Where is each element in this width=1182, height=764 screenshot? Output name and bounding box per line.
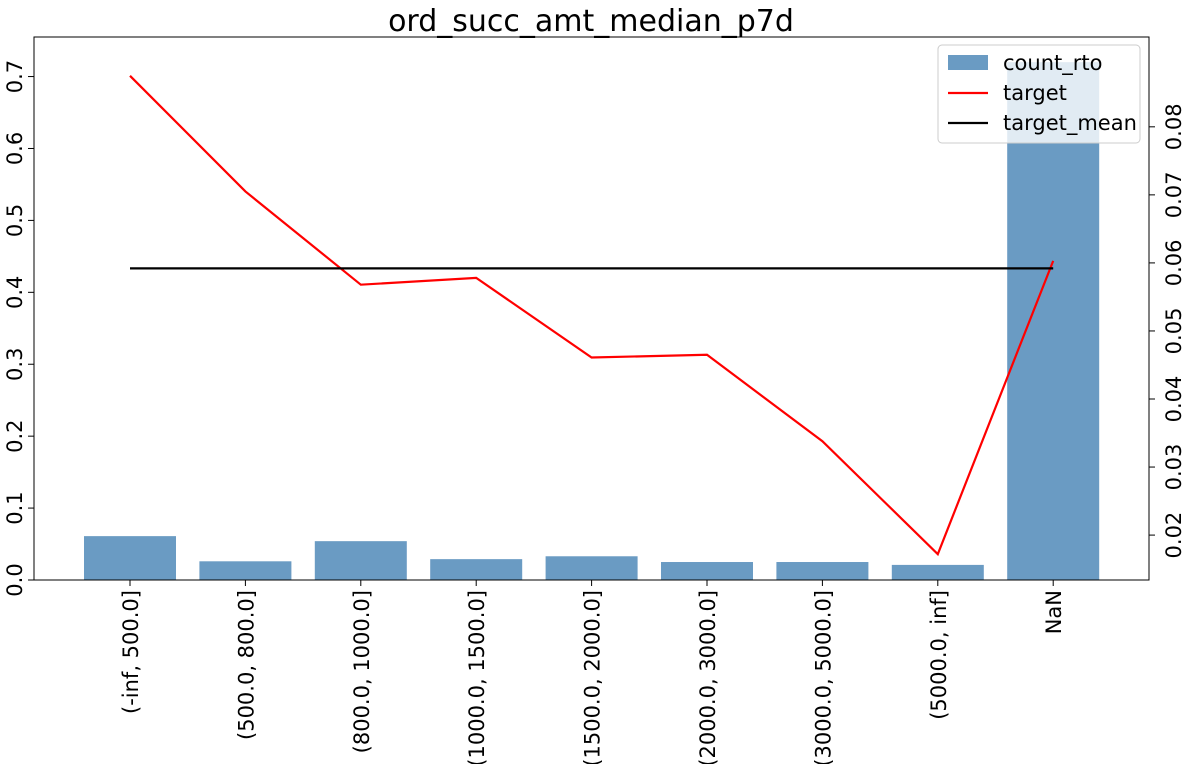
left-tick-label-1: 0.1 bbox=[3, 491, 27, 524]
bar-3 bbox=[430, 559, 523, 580]
chart-title: ord_succ_amt_median_p7d bbox=[388, 4, 794, 39]
left-tick-label-3: 0.3 bbox=[3, 348, 27, 381]
bar-0 bbox=[84, 536, 176, 580]
right-tick-label-0: 0.02 bbox=[1162, 512, 1182, 559]
x-tick-label-0: (-inf, 500.0] bbox=[119, 590, 143, 714]
x-tick-label-6: (3000.0, 5000.0] bbox=[811, 590, 835, 764]
bar-2 bbox=[314, 541, 407, 580]
right-tick-label-4: 0.06 bbox=[1162, 240, 1182, 287]
x-tick-label-4: (1500.0, 2000.0] bbox=[581, 590, 605, 764]
left-tick-label-7: 0.7 bbox=[3, 60, 27, 93]
bar-1 bbox=[199, 561, 292, 580]
x-tick-label-8: NaN bbox=[1042, 590, 1066, 634]
right-tick-label-3: 0.05 bbox=[1162, 308, 1182, 355]
lines-layer bbox=[129, 75, 1055, 557]
bar-5 bbox=[661, 562, 753, 580]
x-tick-label-1: (500.0, 800.0] bbox=[234, 590, 258, 740]
legend-label-target: target bbox=[1003, 81, 1067, 105]
left-tick-label-5: 0.5 bbox=[3, 204, 27, 237]
x-tick-label-3: (1000.0, 1500.0] bbox=[465, 590, 489, 764]
bar-8 bbox=[1007, 62, 1100, 581]
right-tick-label-6: 0.08 bbox=[1162, 103, 1182, 150]
bars-layer bbox=[84, 62, 1100, 581]
legend-swatch-count_rto bbox=[948, 55, 988, 70]
left-axis: 0.0 0.1 0.2 0.3 0.4 0.5 0.6 0.7 bbox=[3, 60, 34, 597]
legend-box bbox=[937, 44, 1141, 144]
right-tick-label-1: 0.03 bbox=[1162, 444, 1182, 491]
left-tick-label-6: 0.6 bbox=[3, 132, 27, 165]
series-line-target bbox=[129, 75, 1055, 557]
bar-6 bbox=[776, 562, 869, 580]
legend-label-count_rto: count_rto bbox=[1003, 51, 1102, 76]
left-tick-label-4: 0.4 bbox=[3, 276, 27, 309]
x-tick-label-5: (2000.0, 3000.0] bbox=[696, 590, 720, 764]
x-tick-label-7: (5000.0, inf] bbox=[927, 590, 951, 720]
right-tick-label-5: 0.07 bbox=[1162, 171, 1182, 218]
bar-7 bbox=[891, 564, 984, 580]
x-axis: (-inf, 500.0] (500.0, 800.0] (800.0, 1000.… bbox=[119, 580, 1066, 764]
right-tick-label-2: 0.04 bbox=[1162, 376, 1182, 423]
x-tick-label-2: (800.0, 1000.0] bbox=[350, 590, 374, 753]
right-axis: 0.02 0.03 0.04 0.05 0.06 0.07 0.08 bbox=[1149, 103, 1182, 558]
bar-4 bbox=[545, 556, 638, 580]
left-tick-label-2: 0.2 bbox=[3, 419, 27, 452]
left-tick-label-0: 0.0 bbox=[3, 563, 27, 596]
legend-label-target_mean: target_mean bbox=[1003, 111, 1137, 136]
